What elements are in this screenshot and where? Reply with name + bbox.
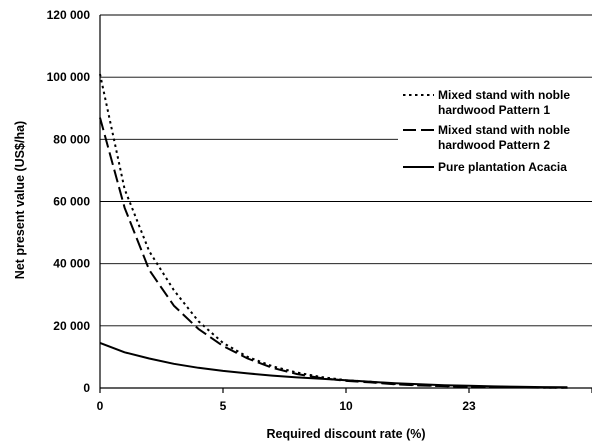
y-tick-label: 0 [83, 381, 90, 395]
x-tick-label: 5 [220, 399, 227, 413]
legend-label: hardwood Pattern 2 [438, 138, 550, 152]
y-tick-label: 40 000 [53, 257, 90, 271]
x-tick-labels: 0 5 10 23 [97, 388, 592, 413]
x-tick-label: 0 [97, 399, 104, 413]
series-line-solid [99, 341, 568, 389]
x-axis-title: Required discount rate (%) [266, 427, 425, 441]
y-axis-title: Net present value (US$/ha) [13, 121, 27, 279]
y-tick-label: 100 000 [47, 70, 91, 84]
y-tick-label: 20 000 [53, 319, 90, 333]
y-tick-label: 60 000 [53, 195, 90, 209]
legend-label: Mixed stand with noble [438, 88, 570, 102]
y-tick-labels: 0 20 000 40 000 60 000 80 000 100 000 120 000 [47, 8, 91, 395]
gridlines [100, 14, 592, 327]
x-tick-label: 10 [339, 399, 353, 413]
legend-label: Pure plantation Acacia [438, 160, 567, 174]
y-tick-label: 80 000 [53, 132, 90, 146]
x-tick-label: 23 [462, 399, 476, 413]
y-tick-label: 120 000 [47, 8, 91, 22]
legend-label: Mixed stand with noble [438, 123, 570, 137]
series-lines [99, 73, 568, 389]
legend-label: hardwood Pattern 1 [438, 103, 550, 117]
